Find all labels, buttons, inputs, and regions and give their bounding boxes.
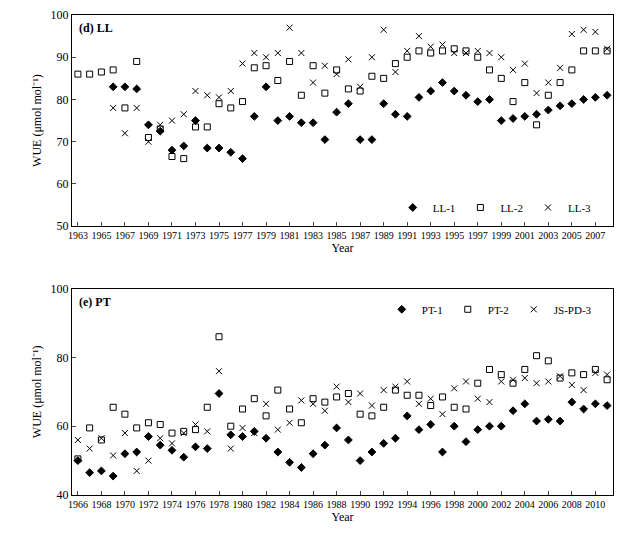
svg-text:(d) LL: (d) LL xyxy=(79,21,113,35)
svg-text:1983: 1983 xyxy=(303,230,323,241)
svg-text:LL-2: LL-2 xyxy=(500,202,523,214)
svg-text:1973: 1973 xyxy=(185,230,205,241)
svg-text:100: 100 xyxy=(51,8,69,22)
svg-text:1971: 1971 xyxy=(162,230,182,241)
svg-text:JS-PD-3: JS-PD-3 xyxy=(554,304,592,316)
svg-text:1975: 1975 xyxy=(209,230,229,241)
svg-text:1969: 1969 xyxy=(138,230,158,241)
svg-text:1993: 1993 xyxy=(421,230,441,241)
svg-text:1972: 1972 xyxy=(138,499,158,510)
svg-text:1977: 1977 xyxy=(233,230,253,241)
svg-text:2007: 2007 xyxy=(585,230,605,241)
svg-text:1992: 1992 xyxy=(374,499,394,510)
svg-text:2000: 2000 xyxy=(468,499,488,510)
svg-text:LL-1: LL-1 xyxy=(433,202,456,214)
svg-text:(e) PT: (e) PT xyxy=(79,295,111,309)
svg-text:2005: 2005 xyxy=(562,230,582,241)
svg-text:1965: 1965 xyxy=(91,230,111,241)
svg-text:1989: 1989 xyxy=(374,230,394,241)
svg-text:1980: 1980 xyxy=(233,499,253,510)
svg-text:1979: 1979 xyxy=(256,230,276,241)
svg-text:2006: 2006 xyxy=(538,499,558,510)
svg-text:90: 90 xyxy=(57,50,69,64)
svg-text:40: 40 xyxy=(57,488,69,502)
svg-text:50: 50 xyxy=(57,219,69,233)
svg-text:1967: 1967 xyxy=(115,230,135,241)
svg-text:1976: 1976 xyxy=(185,499,205,510)
svg-text:1978: 1978 xyxy=(209,499,229,510)
svg-text:2001: 2001 xyxy=(515,230,535,241)
svg-text:1995: 1995 xyxy=(444,230,464,241)
svg-text:60: 60 xyxy=(57,419,69,433)
svg-text:1994: 1994 xyxy=(397,499,417,510)
svg-text:1963: 1963 xyxy=(68,230,88,241)
svg-text:2004: 2004 xyxy=(515,499,535,510)
svg-text:1997: 1997 xyxy=(468,230,488,241)
svg-text:1982: 1982 xyxy=(256,499,276,510)
svg-text:1988: 1988 xyxy=(327,499,347,510)
svg-text:WUE (μmol mol⁻¹): WUE (μmol mol⁻¹) xyxy=(30,74,44,167)
svg-text:1990: 1990 xyxy=(350,499,370,510)
svg-text:1987: 1987 xyxy=(350,230,370,241)
svg-text:2010: 2010 xyxy=(585,499,605,510)
svg-text:1966: 1966 xyxy=(68,499,88,510)
svg-text:1986: 1986 xyxy=(303,499,323,510)
svg-text:1999: 1999 xyxy=(491,230,511,241)
svg-text:1981: 1981 xyxy=(280,230,300,241)
svg-text:LL-3: LL-3 xyxy=(568,202,591,214)
svg-text:1974: 1974 xyxy=(162,499,182,510)
svg-text:Year: Year xyxy=(331,510,353,524)
svg-text:1968: 1968 xyxy=(91,499,111,510)
svg-text:1984: 1984 xyxy=(280,499,300,510)
svg-text:1996: 1996 xyxy=(421,499,441,510)
svg-text:60: 60 xyxy=(57,177,69,191)
svg-text:1985: 1985 xyxy=(327,230,347,241)
svg-text:80: 80 xyxy=(57,93,69,107)
svg-text:1970: 1970 xyxy=(115,499,135,510)
svg-text:WUE (μmol mol⁻¹): WUE (μmol mol⁻¹) xyxy=(30,345,44,438)
svg-text:PT-1: PT-1 xyxy=(422,304,443,316)
svg-text:PT-2: PT-2 xyxy=(488,304,509,316)
svg-text:2002: 2002 xyxy=(491,499,511,510)
svg-text:70: 70 xyxy=(57,135,69,149)
svg-text:2003: 2003 xyxy=(538,230,558,241)
svg-text:Year: Year xyxy=(331,241,353,255)
svg-text:2008: 2008 xyxy=(562,499,582,510)
svg-text:1998: 1998 xyxy=(444,499,464,510)
svg-text:1991: 1991 xyxy=(397,230,417,241)
svg-text:100: 100 xyxy=(51,282,69,296)
svg-text:80: 80 xyxy=(57,351,69,365)
